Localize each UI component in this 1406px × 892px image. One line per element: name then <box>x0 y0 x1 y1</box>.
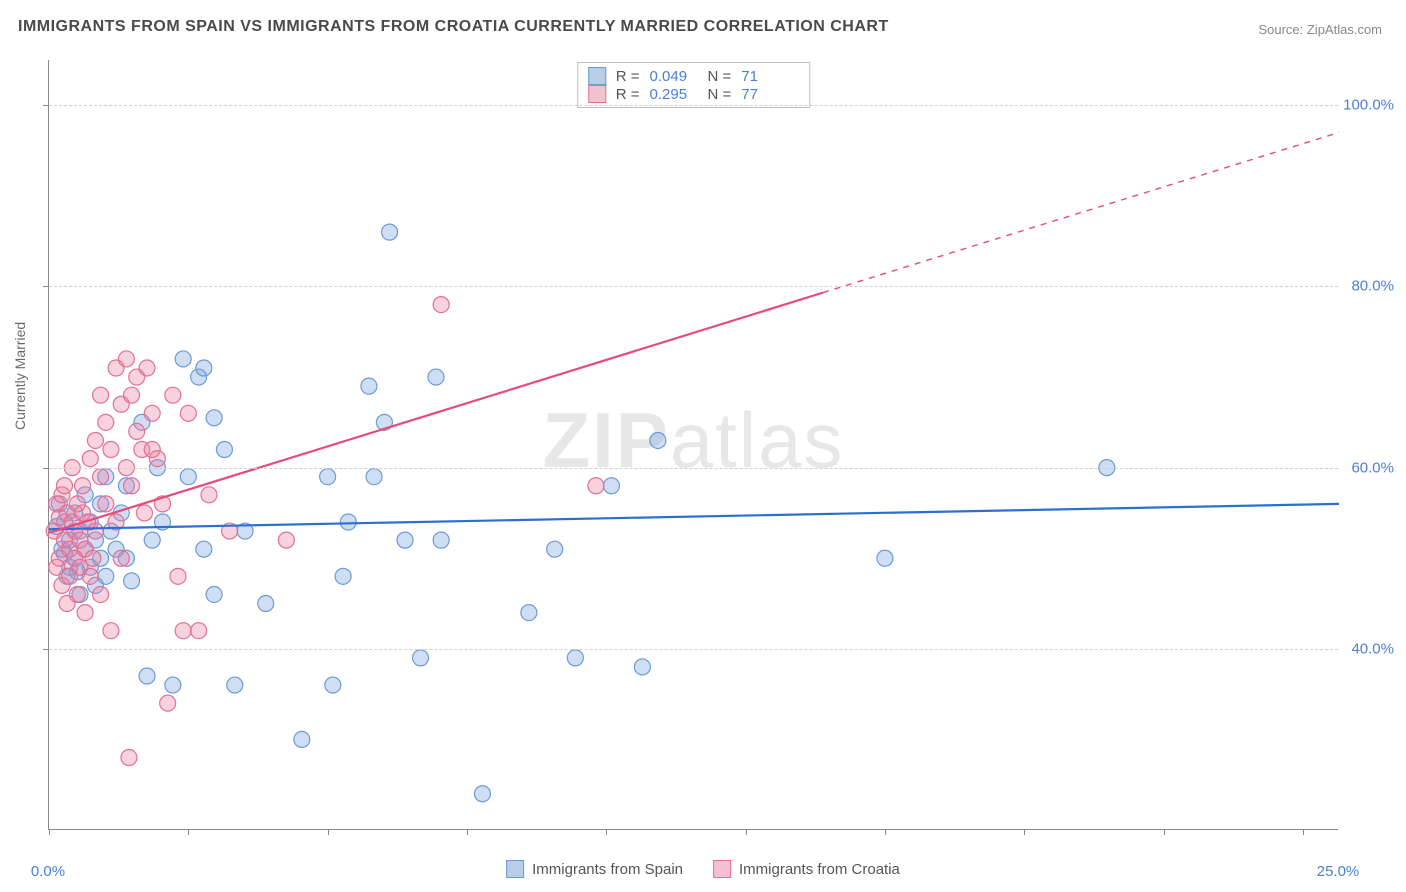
y-axis-label: Currently Married <box>12 322 28 430</box>
legend-label-croatia: Immigrants from Croatia <box>739 861 900 878</box>
y-tick-label: 40.0% <box>1351 640 1394 657</box>
x-tick-label: 0.0% <box>31 863 65 880</box>
y-tick-label: 80.0% <box>1351 278 1394 295</box>
series-legend: Immigrants from Spain Immigrants from Cr… <box>506 860 900 878</box>
legend-swatch-croatia-icon <box>713 860 731 878</box>
x-tick-label: 25.0% <box>1317 863 1360 880</box>
chart-title: IMMIGRANTS FROM SPAIN VS IMMIGRANTS FROM… <box>18 18 889 36</box>
y-tick-label: 60.0% <box>1351 459 1394 476</box>
legend-label-spain: Immigrants from Spain <box>532 861 683 878</box>
source-label: Source: ZipAtlas.com <box>1258 22 1382 37</box>
legend-swatch-spain-icon <box>506 860 524 878</box>
chart-svg <box>49 60 1338 829</box>
y-tick-label: 100.0% <box>1343 97 1394 114</box>
legend-item-spain: Immigrants from Spain <box>506 860 683 878</box>
legend-item-croatia: Immigrants from Croatia <box>713 860 900 878</box>
plot-area: ZIPatlas R =0.049 N =71 R =0.295 N =77 <box>48 60 1338 830</box>
